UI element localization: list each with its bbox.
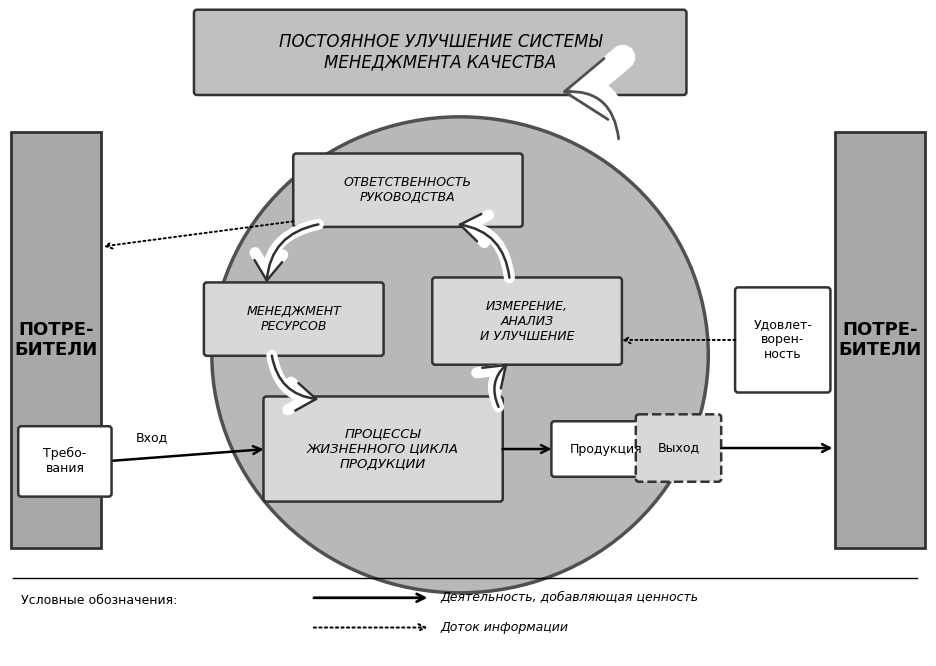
Bar bbox=[11, 132, 101, 548]
Text: Деятельность, добавляющая ценность: Деятельность, добавляющая ценность bbox=[440, 591, 698, 604]
FancyArrowPatch shape bbox=[271, 356, 309, 410]
FancyBboxPatch shape bbox=[551, 422, 662, 477]
Text: Удовлет-
ворен-
ность: Удовлет- ворен- ность bbox=[753, 318, 812, 362]
FancyBboxPatch shape bbox=[636, 414, 721, 482]
FancyBboxPatch shape bbox=[194, 10, 686, 95]
Text: ПОТРЕ-
БИТЕЛИ: ПОТРЕ- БИТЕЛИ bbox=[14, 320, 97, 360]
Text: Вход: Вход bbox=[136, 431, 168, 444]
Text: Требо-
вания: Требо- вания bbox=[43, 448, 86, 476]
Bar bbox=[835, 132, 925, 548]
Text: ПРОЦЕССЫ
ЖИЗНЕННОГО ЦИКЛА
ПРОДУКЦИИ: ПРОЦЕССЫ ЖИЗНЕННОГО ЦИКЛА ПРОДУКЦИИ bbox=[307, 428, 459, 470]
FancyArrowPatch shape bbox=[476, 370, 501, 407]
Text: Условные обозначения:: Условные обозначения: bbox=[22, 594, 178, 607]
Text: ПОСТОЯННОЕ УЛУЧШЕНИЕ СИСТЕМЫ
МЕНЕДЖМЕНТА КАЧЕСТВА: ПОСТОЯННОЕ УЛУЧШЕНИЕ СИСТЕМЫ МЕНЕДЖМЕНТА… bbox=[279, 33, 602, 72]
FancyBboxPatch shape bbox=[735, 288, 830, 392]
FancyBboxPatch shape bbox=[18, 426, 111, 497]
Ellipse shape bbox=[212, 117, 709, 593]
Text: ПОТРЕ-
БИТЕЛИ: ПОТРЕ- БИТЕЛИ bbox=[839, 320, 922, 360]
FancyArrowPatch shape bbox=[255, 224, 318, 273]
FancyBboxPatch shape bbox=[263, 396, 503, 501]
Text: ОТВЕТСТВЕННОСТЬ
РУКОВОДСТВА: ОТВЕТСТВЕННОСТЬ РУКОВОДСТВА bbox=[344, 176, 472, 204]
Text: Продукция: Продукция bbox=[570, 442, 643, 456]
FancyBboxPatch shape bbox=[432, 278, 622, 365]
FancyArrowPatch shape bbox=[467, 215, 509, 278]
Text: МЕНЕДЖМЕНТ
РЕСУРСОВ: МЕНЕДЖМЕНТ РЕСУРСОВ bbox=[246, 305, 341, 333]
Text: Выход: Выход bbox=[657, 442, 699, 454]
Text: Доток информации: Доток информации bbox=[440, 621, 568, 634]
Text: ИЗМЕРЕНИЕ,
АНАЛИЗ
И УЛУЧШЕНИЕ: ИЗМЕРЕНИЕ, АНАЛИЗ И УЛУЧШЕНИЕ bbox=[480, 300, 575, 342]
FancyArrowPatch shape bbox=[583, 57, 627, 139]
FancyBboxPatch shape bbox=[293, 153, 522, 227]
FancyBboxPatch shape bbox=[204, 282, 384, 356]
